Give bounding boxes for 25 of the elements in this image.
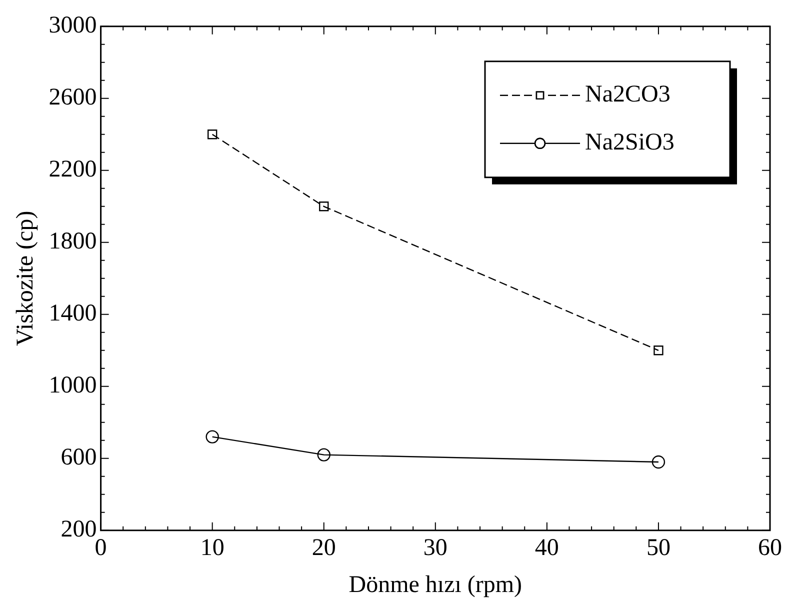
x-tick-label: 60	[758, 535, 782, 562]
y-tick-label: 1000	[48, 372, 97, 399]
x-tick-label: 50	[646, 535, 670, 562]
y-tick-label: 2600	[48, 84, 97, 111]
x-tick-label: 40	[534, 535, 559, 562]
point	[206, 430, 219, 444]
point	[207, 130, 218, 140]
y-tick-label: 1800	[48, 228, 97, 255]
y-tick-label: 600	[60, 444, 97, 471]
x-tick-label: 0	[94, 535, 107, 562]
x-tick-label: 30	[423, 535, 448, 562]
point	[319, 202, 329, 212]
legend-label: Na2SiO3	[585, 130, 674, 156]
x-axis-title: Dönme hızı (rpm)	[348, 572, 522, 598]
y-tick-label: 200	[60, 516, 97, 543]
y-axis-title: Viskozite (cp)	[12, 210, 39, 346]
y-tick-label: 3000	[48, 12, 97, 39]
point	[652, 455, 666, 469]
y-tick-label: 1400	[48, 300, 97, 327]
point	[654, 346, 664, 356]
point	[317, 448, 330, 462]
x-tick-label: 20	[312, 535, 336, 562]
y-tick-label: 2200	[48, 156, 97, 183]
x-tick-label: 10	[200, 535, 224, 562]
legend-label: Na2CO3	[585, 82, 670, 108]
